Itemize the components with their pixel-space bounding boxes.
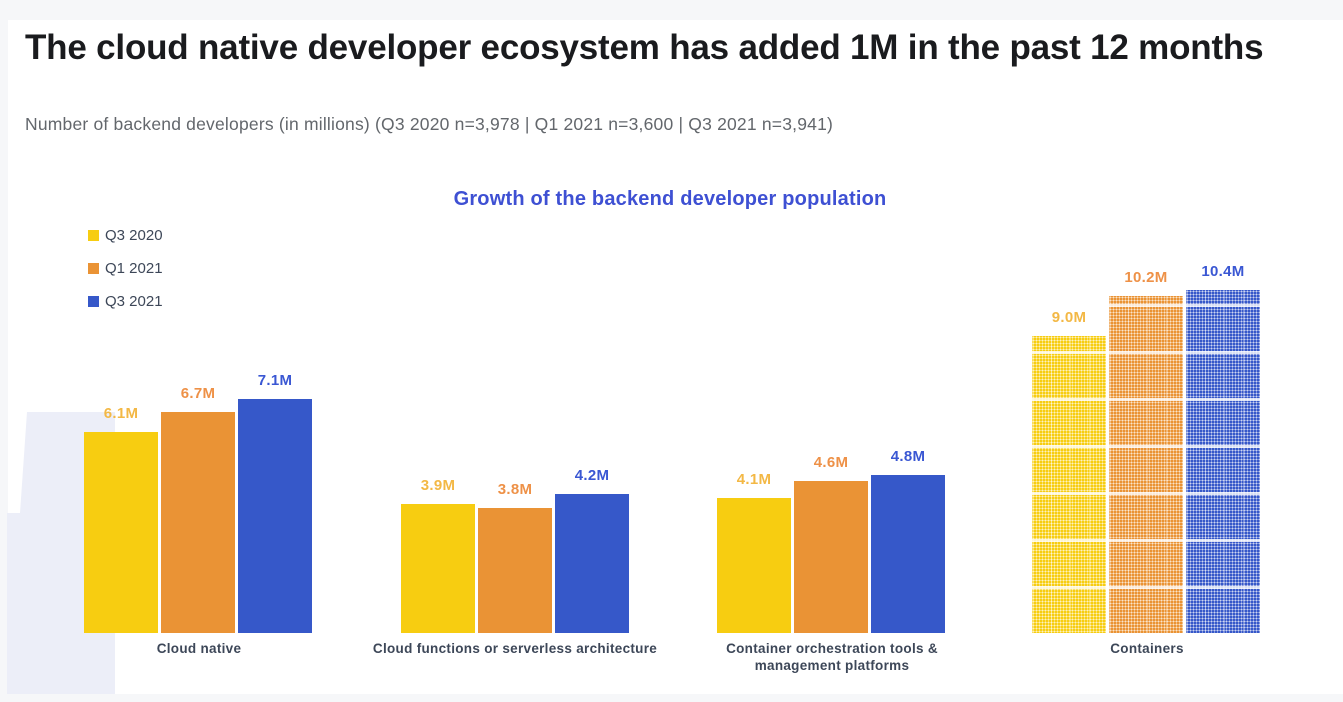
legend-label: Q1 2021 [105, 260, 163, 277]
legend-swatch-icon [88, 263, 99, 274]
bar-value-label: 6.1M [103, 405, 139, 422]
bar-value-label: 4.1M [736, 471, 772, 488]
bar-q3-2020-group-2 [717, 498, 791, 633]
bar-value-label: 10.2M [1124, 269, 1168, 286]
legend-label: Q3 2021 [105, 293, 163, 310]
legend-item-q3-2020: Q3 2020 [88, 227, 163, 244]
category-label: Container orchestration tools & manageme… [726, 641, 938, 673]
bar-q3-2021-group-3 [1186, 290, 1260, 633]
bar-q3-2020-group-1 [401, 504, 475, 633]
bar-value-label: 9.0M [1051, 309, 1087, 326]
category-label: Cloud native [156, 641, 242, 656]
bar-value-label: 6.7M [180, 385, 216, 402]
bar-value-label: 10.4M [1201, 263, 1245, 280]
bar-q3-2021-group-1 [555, 494, 629, 633]
bar-value-label: 3.9M [420, 477, 456, 494]
category-label: Containers [1110, 641, 1184, 656]
bar-value-label: 4.8M [890, 448, 926, 465]
bar-q3-2021-group-2 [871, 475, 945, 633]
chart-title: Growth of the backend developer populati… [453, 188, 887, 210]
page-subtitle: Number of backend developers (in million… [25, 114, 834, 134]
legend-label: Q3 2020 [105, 227, 163, 244]
legend-item-q1-2021: Q1 2021 [88, 260, 163, 277]
bar-q3-2021-group-0 [238, 399, 312, 633]
bar-q1-2021-group-2 [794, 481, 868, 633]
bar-value-label: 3.8M [497, 481, 533, 498]
legend: Q3 2020 Q1 2021 Q3 2021 [88, 227, 163, 329]
bar-q3-2020-group-0 [84, 432, 158, 633]
bar-q1-2021-group-1 [478, 508, 552, 633]
bar-q1-2021-group-0 [161, 412, 235, 633]
bar-value-label: 4.6M [813, 454, 849, 471]
bar-value-label: 7.1M [257, 372, 293, 389]
legend-swatch-icon [88, 230, 99, 241]
category-label: Cloud functions or serverless architectu… [372, 641, 658, 656]
bar-q3-2020-group-3 [1032, 336, 1106, 633]
page-title: The cloud native developer ecosystem has… [25, 28, 1264, 67]
legend-item-q3-2021: Q3 2021 [88, 293, 163, 310]
bar-q1-2021-group-3 [1109, 296, 1183, 633]
legend-swatch-icon [88, 296, 99, 307]
bar-value-label: 4.2M [574, 467, 610, 484]
